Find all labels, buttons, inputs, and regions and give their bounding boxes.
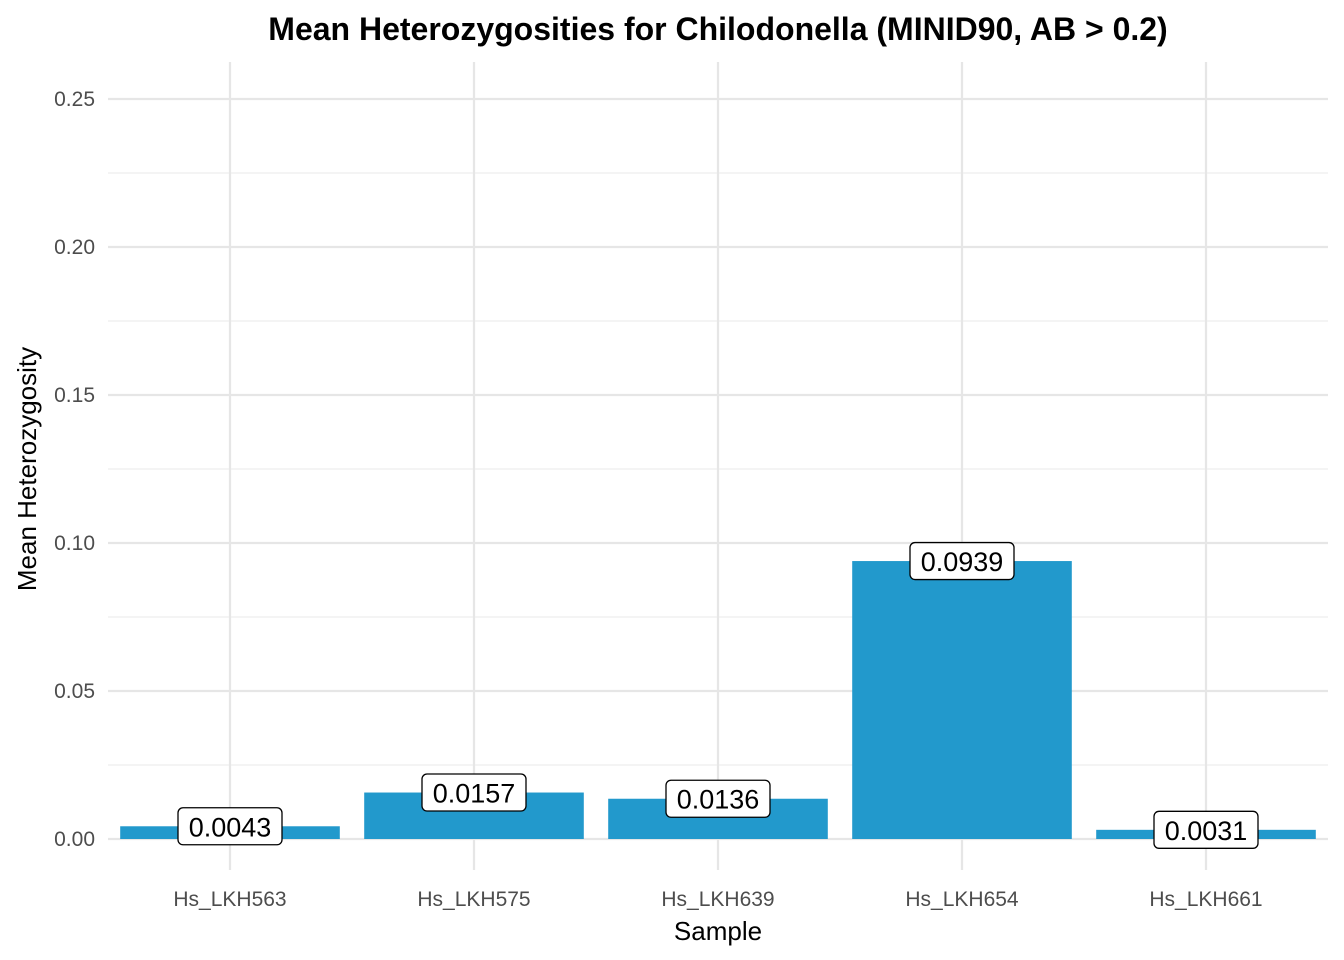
data-label: 0.0043 [177,807,283,846]
data-label-box [909,541,1015,581]
data-label: 0.0031 [1153,810,1259,849]
x-tick-label: Hs_LKH654 [905,888,1019,911]
y-tick-label: 0.25 [54,88,95,111]
y-axis-ticks: 0.00 0.05 0.10 0.15 0.20 0.25 [54,88,95,851]
data-label-box [1153,810,1259,849]
y-tick-label: 0.10 [54,532,95,555]
y-tick-label: 0.05 [54,680,95,703]
y-tick-label: 0.20 [54,236,95,259]
chart-title: Mean Heterozygosities for Chilodonella (… [268,11,1167,47]
bar-hs-lkh654 [852,561,1072,839]
data-label-text: 0.0939 [921,547,1004,577]
data-label: 0.0157 [421,773,527,812]
y-axis-title: Mean Heterozygosity [12,347,42,591]
x-tick-label: Hs_LKH563 [173,888,286,911]
data-label-box [665,779,771,818]
data-label: 0.0136 [665,779,771,818]
data-label-box [177,807,283,846]
y-tick-label: 0.15 [54,384,95,407]
x-tick-label: Hs_LKH661 [1149,888,1262,911]
x-axis-title: Sample [674,916,762,946]
x-tick-label: Hs_LKH575 [417,888,530,911]
data-label-text: 0.0031 [1165,816,1248,846]
gridlines [108,62,1328,870]
data-label-box [421,773,527,812]
x-tick-label: Hs_LKH639 [661,888,774,911]
data-labels: 0.0043 0.0157 0.0136 0.0939 0.0031 [177,541,1259,849]
data-label: 0.0939 [909,541,1015,581]
data-label-text: 0.0043 [189,812,272,842]
y-tick-label: 0.00 [54,828,95,851]
x-axis-ticks: Hs_LKH563 Hs_LKH575 Hs_LKH639 Hs_LKH654 Hs_L… [173,888,1262,911]
data-label-text: 0.0157 [433,779,516,809]
data-label-text: 0.0136 [677,785,760,815]
